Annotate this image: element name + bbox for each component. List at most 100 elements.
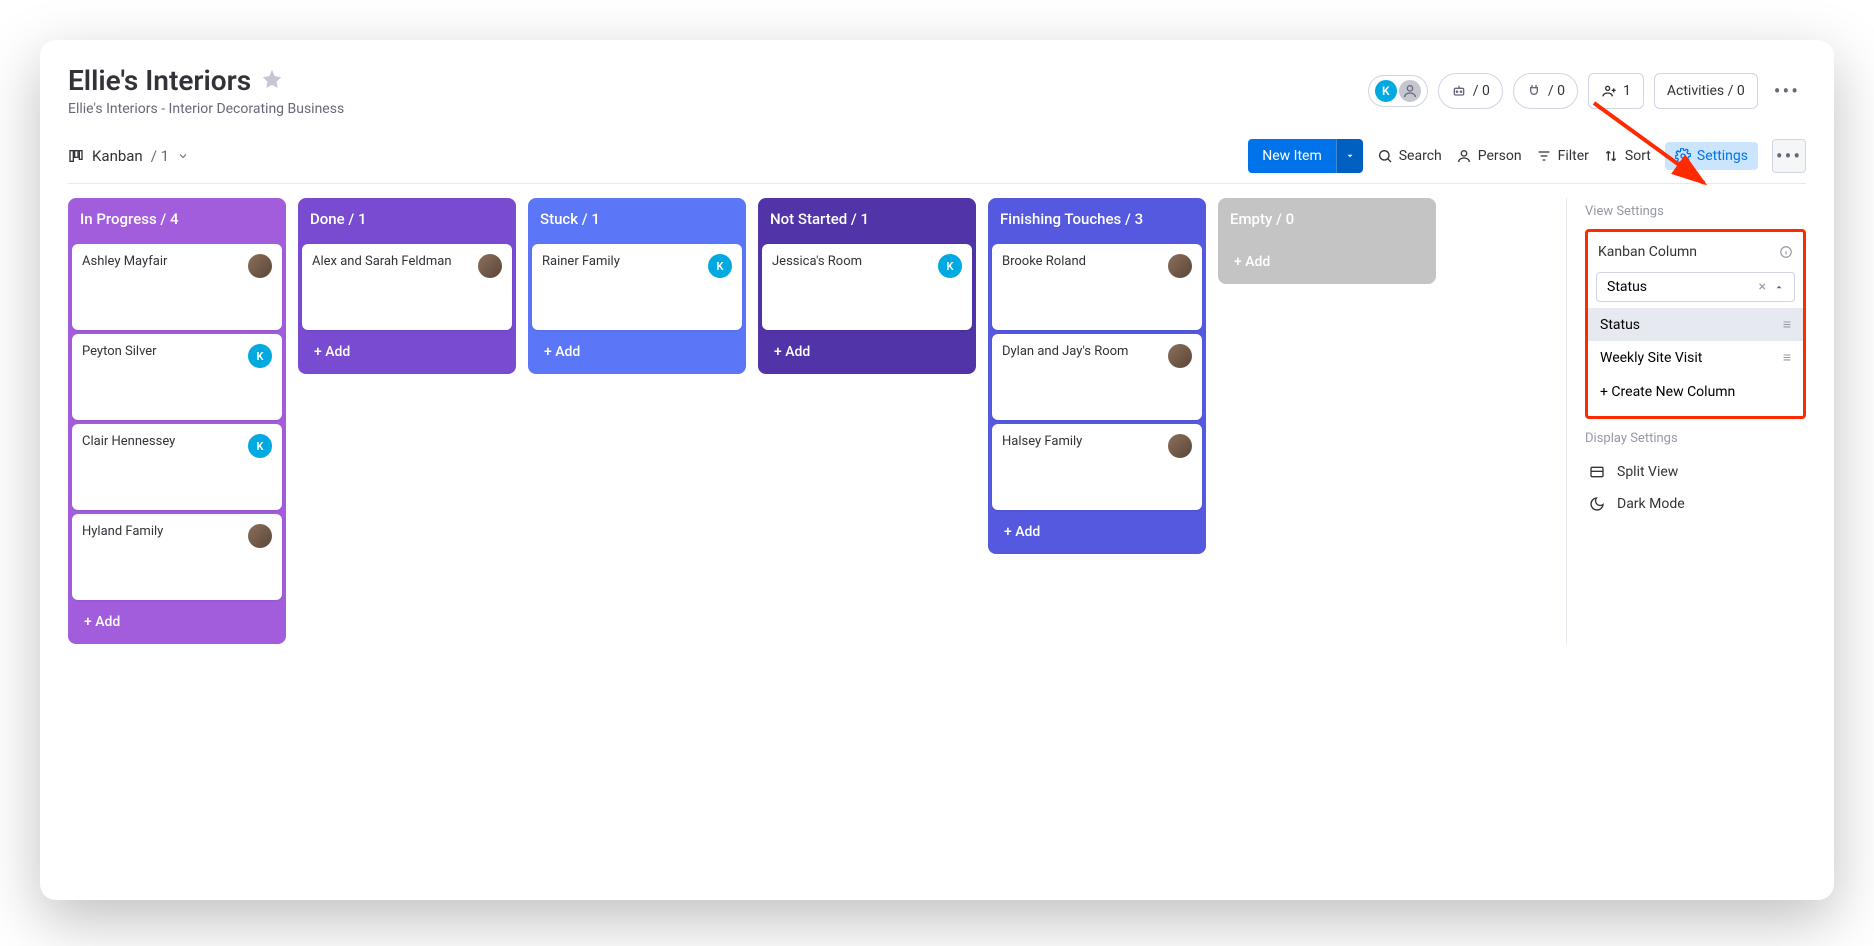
kanban-card[interactable]: Brooke Roland <box>992 244 1202 330</box>
kanban-card[interactable]: Jessica's RoomK <box>762 244 972 330</box>
add-card-button[interactable]: + Add <box>302 334 512 370</box>
option-label: Weekly Site Visit <box>1600 350 1702 366</box>
column-header[interactable]: In Progress / 4 <box>68 198 286 240</box>
column-header[interactable]: Finishing Touches / 3 <box>988 198 1206 240</box>
assignee-avatar[interactable]: K <box>938 254 962 278</box>
person-icon <box>1456 148 1472 164</box>
new-item-button[interactable]: New Item <box>1248 139 1363 173</box>
view-switcher[interactable]: Kanban / 1 <box>68 147 189 165</box>
kanban-icon <box>68 148 84 164</box>
toolbar-more-button[interactable]: ••• <box>1772 139 1806 173</box>
kanban-card[interactable]: Hyland Family <box>72 514 282 600</box>
option-label: Status <box>1600 317 1640 333</box>
kanban-column-header: Kanban Column <box>1588 238 1803 266</box>
create-new-column-label: + Create New Column <box>1600 384 1735 400</box>
column-header[interactable]: Done / 1 <box>298 198 516 240</box>
board-title: Ellie's Interiors <box>68 64 251 97</box>
add-card-button[interactable]: + Add <box>72 604 282 640</box>
settings-label: Settings <box>1697 148 1748 164</box>
drag-handle-icon[interactable]: ≡ <box>1783 349 1791 366</box>
split-view-icon <box>1589 464 1605 480</box>
kanban-column-option[interactable]: Status ≡ <box>1588 308 1803 341</box>
kanban-column-value: Status <box>1607 279 1647 295</box>
automations-pill[interactable]: / 0 <box>1438 73 1503 109</box>
assignee-avatar[interactable] <box>1168 344 1192 368</box>
integrations-count: / 0 <box>1548 83 1565 99</box>
assignee-avatar[interactable] <box>478 254 502 278</box>
kanban-card[interactable]: Clair HennesseyK <box>72 424 282 510</box>
column-header[interactable]: Not Started / 1 <box>758 198 976 240</box>
toolbar-right: New Item Search Person Filter Sort <box>1248 139 1806 173</box>
add-card-button[interactable]: + Add <box>992 514 1202 550</box>
automations-count: / 0 <box>1473 83 1490 99</box>
kanban-card[interactable]: Alex and Sarah Feldman <box>302 244 512 330</box>
kanban-column: In Progress / 4 Ashley Mayfair Peyton Silv… <box>68 198 286 644</box>
search-button[interactable]: Search <box>1377 148 1442 164</box>
card-title: Brooke Roland <box>1002 254 1086 269</box>
kanban-card[interactable]: Dylan and Jay's Room <box>992 334 1202 420</box>
kanban-column-label: Kanban Column <box>1598 244 1697 260</box>
sort-icon <box>1603 148 1619 164</box>
assignee-avatar[interactable]: K <box>248 344 272 368</box>
activities-button[interactable]: Activities / 0 <box>1654 73 1758 109</box>
sort-label: Sort <box>1625 148 1651 164</box>
assignee-avatar[interactable]: K <box>248 434 272 458</box>
members-avatars[interactable]: K <box>1368 75 1428 107</box>
kanban-column: Done / 1Alex and Sarah Feldman + Add <box>298 198 516 374</box>
column-body: Jessica's RoomK + Add <box>758 240 976 374</box>
settings-panel: View Settings Kanban Column Status × Sta… <box>1566 198 1806 644</box>
create-new-column-button[interactable]: + Create New Column <box>1588 374 1803 410</box>
assignee-avatar[interactable] <box>1168 434 1192 458</box>
split-view-toggle[interactable]: Split View <box>1585 456 1806 488</box>
column-header[interactable]: Empty / 0 <box>1218 198 1436 240</box>
filter-button[interactable]: Filter <box>1536 148 1589 164</box>
split-view-label: Split View <box>1617 464 1678 480</box>
assignee-avatar[interactable] <box>1168 254 1192 278</box>
add-card-button[interactable]: + Add <box>1222 244 1432 280</box>
chevron-up-icon <box>1774 282 1784 292</box>
column-header[interactable]: Stuck / 1 <box>528 198 746 240</box>
header-more-icon[interactable]: ••• <box>1768 79 1806 103</box>
settings-button[interactable]: Settings <box>1665 142 1758 170</box>
plug-icon <box>1526 83 1542 99</box>
title-block: Ellie's Interiors Ellie's Interiors - In… <box>68 64 344 117</box>
assignee-avatar[interactable] <box>248 524 272 548</box>
kanban-card[interactable]: Peyton Silver K <box>72 334 282 420</box>
kanban-card[interactable]: Rainer Family K <box>532 244 742 330</box>
card-title: Dylan and Jay's Room <box>1002 344 1128 359</box>
card-title: Rainer Family <box>542 254 620 269</box>
star-icon[interactable] <box>261 68 283 94</box>
view-settings-label: View Settings <box>1585 204 1806 219</box>
avatar-k: K <box>1373 78 1399 104</box>
kanban-card[interactable]: Ashley Mayfair <box>72 244 282 330</box>
new-item-dropdown[interactable] <box>1336 139 1363 173</box>
kanban-column-section: Kanban Column Status × Status≡Weekly Sit… <box>1585 229 1806 419</box>
card-title: Peyton Silver <box>82 344 157 359</box>
card-title: Ashley Mayfair <box>82 254 167 269</box>
search-icon <box>1377 148 1393 164</box>
kanban-column-option[interactable]: Weekly Site Visit ≡ <box>1588 341 1803 374</box>
info-icon[interactable] <box>1779 245 1793 259</box>
integrations-pill[interactable]: / 0 <box>1513 73 1578 109</box>
drag-handle-icon[interactable]: ≡ <box>1783 316 1791 333</box>
assignee-avatar[interactable] <box>248 254 272 278</box>
filter-icon <box>1536 148 1552 164</box>
display-settings-label: Display Settings <box>1585 431 1806 446</box>
add-card-button[interactable]: + Add <box>762 334 972 370</box>
assignee-avatar[interactable]: K <box>708 254 732 278</box>
column-body: + Add <box>1218 240 1436 284</box>
add-card-button[interactable]: + Add <box>532 334 742 370</box>
person-filter-button[interactable]: Person <box>1456 148 1522 164</box>
column-body: Rainer Family K + Add <box>528 240 746 374</box>
column-body: Alex and Sarah Feldman + Add <box>298 240 516 374</box>
clear-icon[interactable]: × <box>1759 279 1766 295</box>
sort-button[interactable]: Sort <box>1603 148 1651 164</box>
kanban-column: Stuck / 1 Rainer Family K + Add <box>528 198 746 374</box>
invite-button[interactable]: 1 <box>1588 73 1644 109</box>
board-subtitle: Ellie's Interiors - Interior Decorating … <box>68 101 344 117</box>
more-dots-icon: ••• <box>1776 144 1802 168</box>
kanban-column-select[interactable]: Status × <box>1596 272 1795 302</box>
kanban-card[interactable]: Halsey Family <box>992 424 1202 510</box>
dark-mode-toggle[interactable]: Dark Mode <box>1585 488 1806 520</box>
column-body: Brooke Roland Dylan and Jay's Room Halsey … <box>988 240 1206 554</box>
